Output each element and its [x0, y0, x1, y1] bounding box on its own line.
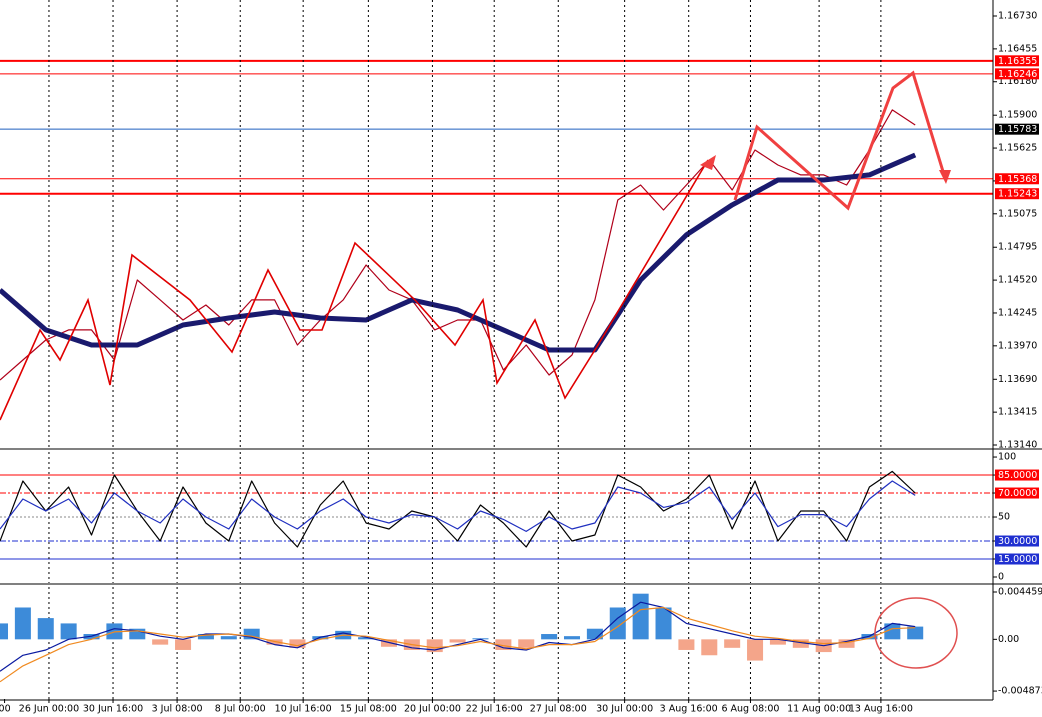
x-tick-label: 10 Jul 16:00	[275, 704, 332, 715]
y-tick-label: 1.13140	[998, 440, 1037, 451]
arrow-head	[700, 155, 716, 170]
arrow-head	[939, 170, 951, 184]
histogram-bar	[724, 639, 741, 648]
y-tick-label: 1.13690	[998, 374, 1037, 385]
series-line	[0, 606, 916, 683]
histogram-bar	[563, 636, 581, 640]
y-tick-label: 1.13415	[998, 407, 1037, 418]
level-label-bg	[995, 68, 1039, 80]
histogram-bar	[358, 637, 375, 640]
level-label-bg	[995, 188, 1039, 200]
x-tick-label: 11 Aug 00:00	[787, 704, 851, 715]
x-tick-label: 26 Jun 00:00	[19, 704, 79, 715]
level-label: 1.15783	[998, 124, 1037, 135]
series-line	[0, 109, 916, 381]
level-label: 15.0000	[998, 554, 1037, 565]
histogram-bar	[495, 639, 512, 650]
y-tick-label: 1.16180	[998, 76, 1037, 87]
y-tick-label: 1.15625	[998, 143, 1037, 154]
y-tick-label: 1.16730	[998, 11, 1037, 22]
histogram-bar	[37, 618, 54, 640]
x-tick-label: 6 Aug 08:00	[721, 704, 779, 715]
histogram-bar	[197, 634, 214, 640]
histogram-bar	[243, 628, 260, 640]
y-tick-label: 0.0044593	[998, 586, 1042, 597]
x-tick-label: 13 Aug 16:00	[849, 704, 913, 715]
y-tick-label: 1.15900	[998, 110, 1037, 121]
highlight-circle	[874, 597, 958, 669]
y-tick-label: 0	[998, 572, 1004, 583]
level-label-bg	[995, 55, 1039, 67]
level-label-bg	[995, 123, 1039, 135]
x-tick-label: 27 Jul 08:00	[530, 704, 587, 715]
histogram-bar	[60, 623, 77, 640]
level-label-bg	[995, 469, 1039, 481]
x-tick-label: 3 Aug 16:00	[660, 704, 718, 715]
level-label: 1.15368	[998, 174, 1037, 185]
series-line	[0, 601, 916, 672]
y-tick-label: 1.14245	[998, 307, 1037, 318]
histogram-bar	[632, 593, 649, 640]
histogram-bar	[747, 639, 764, 661]
level-label: 1.16246	[998, 69, 1037, 80]
forecast-arrow	[733, 70, 947, 211]
y-tick-label: 1.13970	[998, 340, 1037, 351]
histogram-bar	[220, 636, 237, 640]
histogram-bar	[838, 639, 855, 648]
histogram-bar	[129, 628, 146, 640]
histogram-bar	[701, 639, 718, 656]
histogram-bar	[175, 639, 192, 650]
series-line	[0, 152, 917, 353]
level-label-bg	[995, 487, 1039, 499]
level-label: 1.15243	[998, 189, 1037, 200]
x-tick-label: 20 Jul 00:00	[404, 704, 461, 715]
level-label: 70.0000	[998, 488, 1037, 499]
histogram-bar	[884, 623, 901, 640]
y-tick-label: 1.14795	[998, 242, 1037, 253]
x-tick-label: 8 Jul 00:00	[215, 704, 266, 715]
y-tick-label: 1.14520	[998, 275, 1037, 286]
level-label-bg	[995, 553, 1039, 565]
x-tick-label: 3 Jul 08:00	[152, 704, 203, 715]
histogram-bar	[14, 607, 31, 640]
histogram-bar	[0, 623, 9, 640]
x-tick-label: 22 Jul 16:00	[466, 704, 523, 715]
level-label: 1.16355	[998, 56, 1037, 67]
histogram-bar	[678, 639, 695, 650]
y-tick-label: 50	[998, 512, 1010, 523]
zigzag	[0, 159, 709, 421]
series-line	[0, 480, 916, 532]
histogram-bar	[518, 639, 535, 648]
histogram-bar	[655, 607, 672, 640]
histogram-bar	[541, 634, 558, 640]
histogram-bar	[289, 639, 306, 648]
histogram-bar	[792, 639, 809, 648]
level-label: 30.0000	[998, 536, 1037, 547]
level-label-bg	[995, 173, 1039, 185]
x-tick-label: 30 Jun 16:00	[83, 704, 143, 715]
series-line	[0, 470, 916, 548]
y-tick-label: 100	[998, 452, 1016, 463]
histogram-bar	[586, 628, 603, 640]
x-tick-label: 15 Jul 08:00	[340, 704, 397, 715]
histogram-bar	[449, 639, 466, 643]
level-label-bg	[995, 535, 1039, 547]
y-tick-label: 1.15075	[998, 208, 1037, 219]
y-tick-label: 0.00	[998, 634, 1019, 645]
histogram-bar	[152, 639, 169, 645]
x-tick-label: 30 Jul 00:00	[596, 704, 653, 715]
y-tick-label: -0.004873	[998, 686, 1042, 697]
histogram-bar	[907, 626, 924, 640]
histogram-bar	[769, 639, 786, 645]
x-tick-label: 00	[0, 704, 11, 715]
level-label: 85.0000	[998, 470, 1037, 481]
y-tick-label: 1.16455	[998, 43, 1037, 54]
